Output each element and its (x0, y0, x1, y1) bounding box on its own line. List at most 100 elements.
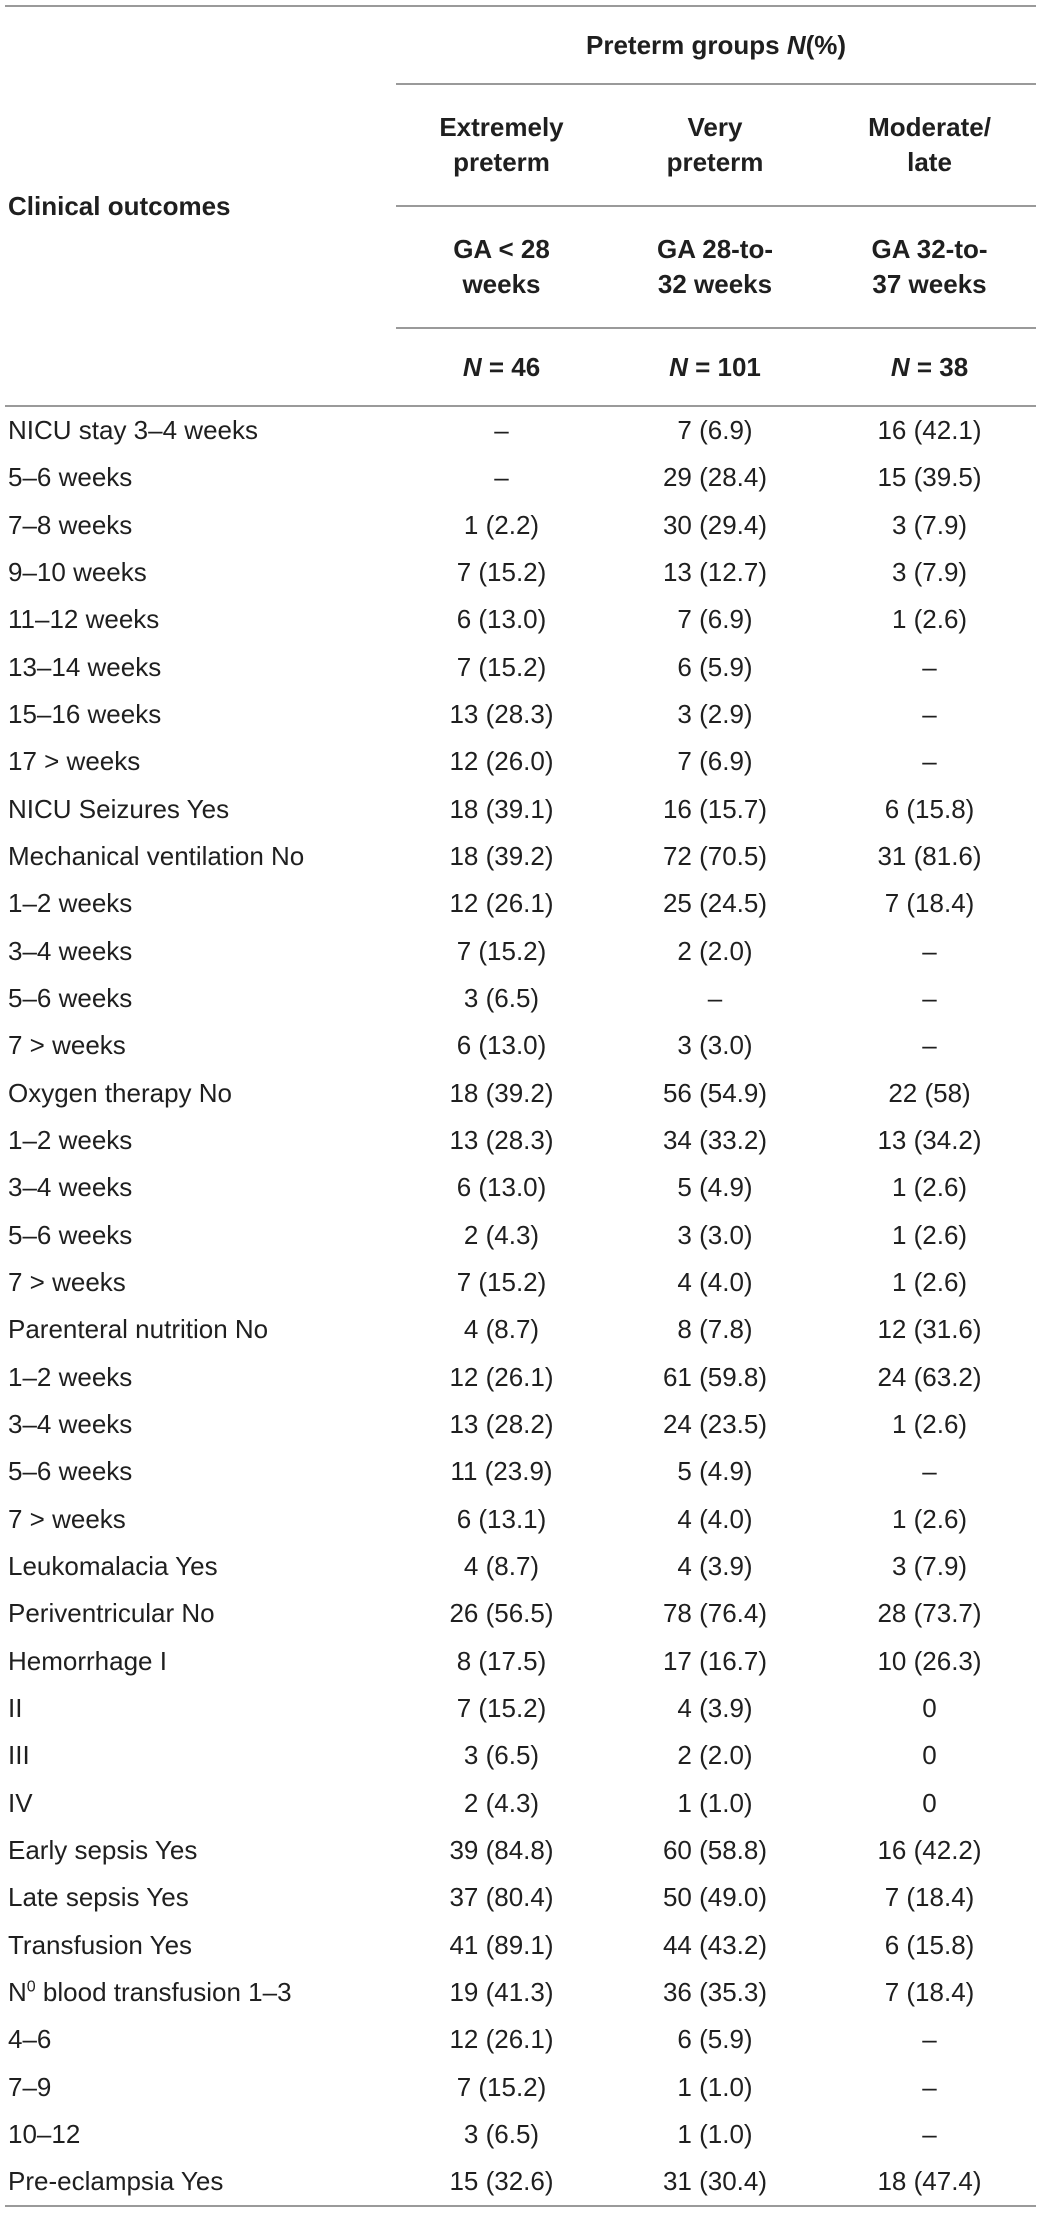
row-label: 17 > weeks (5, 738, 396, 785)
cell-value: 1 (2.6) (891, 604, 968, 635)
cell-value: 60 (58.8) (662, 1835, 768, 1865)
table-row: 17 > weeks 12 (26.0) 7 (6.9) – (5, 738, 1036, 785)
cell-value: – (494, 415, 509, 446)
cell-value: 3 (7.9) (891, 557, 968, 588)
cell-value: – (922, 1030, 937, 1061)
cell-value: 5 (4.9) (677, 1456, 753, 1487)
cell-value: 11 (23.9) (450, 1456, 553, 1487)
cell-value: 4 (4.0) (677, 1267, 753, 1298)
row-label-text: 1–2 weeks (8, 1125, 133, 1156)
row-label: 1–2 weeks (5, 1354, 396, 1401)
cell-value: 12 (26.1) (449, 888, 554, 919)
cell-value: 1 (2.6) (891, 1172, 968, 1203)
cell-value: 4 (8.7) (463, 1314, 540, 1345)
row-label-text: Parenteral nutrition No (8, 1314, 269, 1345)
row-label: IV (5, 1780, 396, 1827)
cell-value: 3 (3.0) (677, 1219, 753, 1250)
row-label-text: Hemorrhage I (8, 1645, 167, 1676)
row-label-text: Early sepsis Yes (8, 1835, 198, 1865)
cell-value: 3 (2.9) (677, 699, 753, 730)
table-row: 1–2 weeks 12 (26.1) 61 (59.8) 24 (63.2) (5, 1354, 1036, 1401)
row-label-text: Mechanical ventilation No (8, 841, 305, 872)
cell-value: 7 (18.4) (884, 888, 975, 919)
row-label-text: 11–12 weeks (8, 604, 160, 635)
cell-value: 6 (13.0) (456, 1172, 547, 1203)
row-label-text: Oxygen therapy No (8, 1077, 233, 1108)
table-row: Hemorrhage I 8 (17.5) 17 (16.7) 10 (26.3) (5, 1638, 1036, 1685)
table-row: 3–4 weeks 7 (15.2) 2 (2.0) – (5, 928, 1036, 975)
cell-value: 3 (3.0) (677, 1030, 753, 1061)
table-row: Leukomalacia Yes 4 (8.7) 4 (3.9) 3 (7.9) (5, 1543, 1036, 1590)
table-header: Clinical outcomes Preterm groups N(%) Ex… (5, 5, 1037, 407)
row-label-text: IV (8, 1787, 33, 1818)
col-n-very: N = 101 (607, 328, 823, 407)
table-row: Oxygen therapy No 18 (39.2) 56 (54.9) 22 (5… (5, 1070, 1036, 1117)
cell-value: 12 (26.1) (449, 1361, 554, 1392)
cell-value: – (922, 746, 937, 777)
cell-value: 30 (29.4) (662, 509, 768, 540)
row-label: 3–4 weeks (5, 1401, 396, 1448)
row-label: Periventricular No (5, 1590, 396, 1637)
row-label-text: 4–6 (8, 2024, 52, 2055)
cell-value: 15 (32.6) (396, 2158, 607, 2208)
cell-value: 6 (13.0) (456, 604, 547, 635)
row-label: 3–4 weeks (5, 928, 396, 975)
row-label-text: 17 > weeks (8, 746, 141, 777)
cell-value: 1 (1.0) (677, 2071, 753, 2102)
cell-value: 12 (26.0) (449, 746, 554, 777)
cell-value: 78 (76.4) (662, 1598, 768, 1629)
col-n-moderate: N = 38 (823, 328, 1037, 407)
cell-value: 24 (23.5) (662, 1409, 768, 1440)
col-n-extremely: N = 46 (396, 328, 607, 407)
table-row: 7–8 weeks 1 (2.2) 30 (29.4) 3 (7.9) (5, 502, 1036, 549)
cell-value: 2 (2.0) (677, 935, 753, 966)
cell-value: 0 (922, 1787, 937, 1818)
row-label-superscript: 0 (26, 1978, 36, 1996)
row-label: 7 > weeks (5, 1496, 396, 1543)
cell-value: 0 (922, 1740, 937, 1771)
row-label-text: 3–4 weeks (8, 1409, 133, 1440)
cell-value: 15 (39.5) (877, 462, 982, 493)
row-label-text: Leukomalacia Yes (8, 1551, 218, 1582)
row-label: 10–12 (5, 2111, 396, 2158)
col-name-very: Very preterm (607, 84, 823, 207)
row-label-text: Pre-eclampsia Yes (8, 2166, 224, 2197)
cell-value: 6 (15.8) (884, 1929, 975, 1960)
cell-value: 22 (58) (888, 1077, 971, 1108)
cell-value: 3 (7.9) (891, 509, 968, 540)
row-label-text: 13–14 weeks (8, 651, 162, 682)
cell-value: 2 (4.3) (463, 1787, 540, 1818)
row-label: 7–9 (5, 2063, 396, 2110)
row-label-text: 10–12 (8, 2118, 81, 2149)
cell-value: 13 (34.2) (877, 1125, 982, 1156)
cell-value: 7 (6.9) (677, 746, 753, 777)
cell-value: 28 (73.7) (877, 1598, 982, 1629)
cell-value: 6 (5.9) (677, 2024, 753, 2055)
table-row: 3–4 weeks 6 (13.0) 5 (4.9) 1 (2.6) (5, 1164, 1036, 1211)
row-label: 9–10 weeks (5, 549, 396, 596)
row-label: NICU stay 3–4 weeks (5, 406, 396, 454)
cell-value: – (922, 2118, 937, 2149)
cell-value: – (922, 2024, 937, 2055)
table-row: Periventricular No 26 (56.5) 78 (76.4) 28 (… (5, 1590, 1036, 1637)
cell-value: – (922, 1456, 937, 1487)
table-row: Late sepsis Yes 37 (80.4) 50 (49.0) 7 (18.4… (5, 1874, 1036, 1921)
cell-value: 26 (56.5) (449, 1598, 554, 1629)
cell-value: 3 (6.5) (463, 1740, 540, 1771)
table-row: 7–9 7 (15.2) 1 (1.0) – (5, 2063, 1036, 2110)
row-label-text: Late sepsis Yes (8, 1882, 189, 1913)
row-label-text: Periventricular No (8, 1598, 215, 1629)
table-row: 1–2 weeks 12 (26.1) 25 (24.5) 7 (18.4) (5, 880, 1036, 927)
table-row: NICU Seizures Yes 18 (39.1) 16 (15.7) 6 (15… (5, 786, 1036, 833)
row-label-text: blood transfusion 1–3 (35, 1976, 292, 2007)
row-label: 5–6 weeks (5, 1212, 396, 1259)
table-body: NICU stay 3–4 weeks – 7 (6.9) 16 (42.1) 5–6 … (5, 406, 1037, 2208)
table-row: Early sepsis Yes 39 (84.8) 60 (58.8) 16 (42… (5, 1827, 1036, 1874)
row-label-text: II (8, 1693, 23, 1724)
cell-value: 31 (30.4) (607, 2158, 823, 2208)
cell-value: 36 (35.3) (662, 1976, 768, 2007)
row-label-text: 7 > weeks (8, 1030, 126, 1061)
cell-value: 6 (13.0) (456, 1030, 547, 1061)
cell-value: 7 (15.2) (456, 651, 547, 682)
